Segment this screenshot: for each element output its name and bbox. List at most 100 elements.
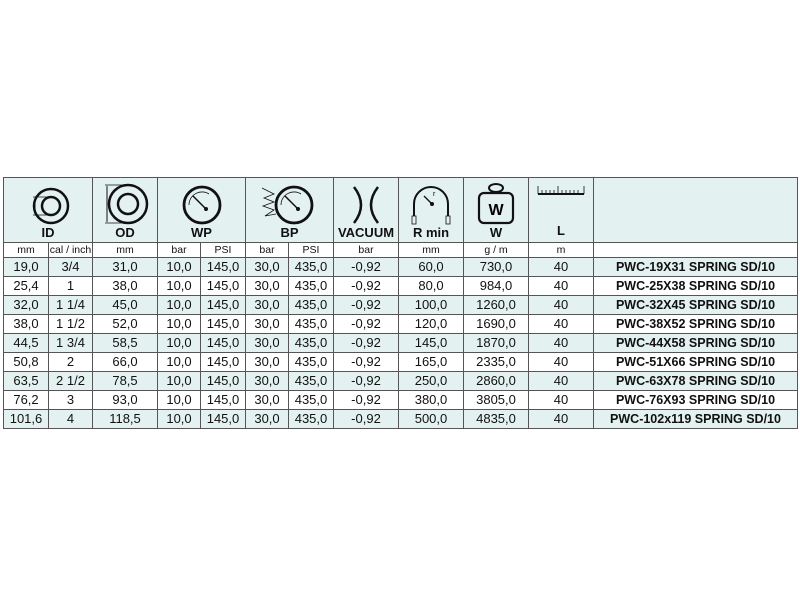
table-cell: 3805,0 [463, 390, 529, 410]
table-cell: 1 1/2 [48, 314, 93, 334]
header-vacuum-label: VACUUM [337, 225, 395, 240]
table-cell: 145,0 [200, 295, 246, 315]
table-cell: 250,0 [398, 371, 464, 391]
table-cell: 30,0 [245, 409, 289, 429]
unit-bp-bar: bar [245, 242, 289, 258]
table-row: 38,0 1 1/2 52,0 10,0 145,0 30,0 435,0 -0,92 120,… [3, 314, 798, 334]
table-cell: 1 3/4 [48, 333, 93, 353]
table-cell: 40 [528, 390, 594, 410]
table-cell: 500,0 [398, 409, 464, 429]
table-cell: 2 1/2 [48, 371, 93, 391]
ruler-icon [537, 186, 585, 195]
table-cell: 76,2 [3, 390, 49, 410]
unit-l: m [528, 242, 594, 258]
header-w: W W [463, 177, 529, 243]
table-cell: 1690,0 [463, 314, 529, 334]
header-od-label: OD [115, 225, 135, 240]
table-cell: 145,0 [200, 314, 246, 334]
table-cell: 4 [48, 409, 93, 429]
table-cell: -0,92 [333, 295, 399, 315]
table-cell: 145,0 [398, 333, 464, 353]
product-code-cell: PWC-102x119 SPRING SD/10 [593, 409, 798, 429]
table-row: 76,2 3 93,0 10,0 145,0 30,0 435,0 -0,92 380,0 380… [3, 390, 798, 410]
table-cell: 1260,0 [463, 295, 529, 315]
table-cell: 40 [528, 276, 594, 296]
header-bp-label: BP [280, 225, 299, 240]
table-cell: 730,0 [463, 257, 529, 277]
icon-header-row: ID OD WP BP VACUUM r R min W W L [3, 177, 798, 243]
header-bp: BP [245, 177, 334, 243]
table-cell: 44,5 [3, 333, 49, 353]
table-cell: 101,6 [3, 409, 49, 429]
table-cell: 52,0 [92, 314, 158, 334]
vacuum-icon [352, 186, 380, 224]
table-cell: 58,5 [92, 333, 158, 353]
header-wp-label: WP [191, 225, 212, 240]
table-cell: -0,92 [333, 390, 399, 410]
product-code-cell: PWC-44X58 SPRING SD/10 [593, 333, 798, 353]
table-cell: 10,0 [157, 390, 201, 410]
unit-id-inch: cal / inch [48, 242, 93, 258]
table-row: 19,0 3/4 31,0 10,0 145,0 30,0 435,0 -0,92 60,0 73… [3, 257, 798, 277]
table-cell: 165,0 [398, 352, 464, 372]
header-l: L [528, 177, 594, 243]
table-cell: 10,0 [157, 352, 201, 372]
table-row: 32,0 1 1/4 45,0 10,0 145,0 30,0 435,0 -0,92 100,… [3, 295, 798, 315]
table-row: 25,4 1 38,0 10,0 145,0 30,0 435,0 -0,92 80,0 984,… [3, 276, 798, 296]
header-l-label: L [557, 223, 565, 238]
outer-diameter-icon [105, 183, 149, 225]
table-cell: 30,0 [245, 333, 289, 353]
unit-wp-bar: bar [157, 242, 201, 258]
table-cell: 145,0 [200, 390, 246, 410]
table-cell: 10,0 [157, 314, 201, 334]
product-code-cell: PWC-25X38 SPRING SD/10 [593, 276, 798, 296]
header-od: OD [92, 177, 158, 243]
table-cell: 10,0 [157, 371, 201, 391]
table-cell: 435,0 [288, 257, 334, 277]
table-cell: 10,0 [157, 276, 201, 296]
table-cell: 145,0 [200, 333, 246, 353]
table-cell: -0,92 [333, 409, 399, 429]
table-cell: -0,92 [333, 314, 399, 334]
table-row: 50,8 2 66,0 10,0 145,0 30,0 435,0 -0,92 165,0 233… [3, 352, 798, 372]
unit-rmin: mm [398, 242, 464, 258]
table-cell: 435,0 [288, 371, 334, 391]
table-cell: 30,0 [245, 390, 289, 410]
unit-id-mm: mm [3, 242, 49, 258]
header-w-label: W [489, 225, 503, 240]
header-rmin: r R min [398, 177, 464, 243]
table-cell: 30,0 [245, 371, 289, 391]
table-cell: 32,0 [3, 295, 49, 315]
table-cell: 100,0 [398, 295, 464, 315]
table-cell: 40 [528, 352, 594, 372]
table-cell: 80,0 [398, 276, 464, 296]
table-cell: 2 [48, 352, 93, 372]
product-code-cell: PWC-32X45 SPRING SD/10 [593, 295, 798, 315]
table-row: 63,5 2 1/2 78,5 10,0 145,0 30,0 435,0 -0,92 250,… [3, 371, 798, 391]
table-cell: 78,5 [92, 371, 158, 391]
table-cell: 2860,0 [463, 371, 529, 391]
table-cell: -0,92 [333, 371, 399, 391]
table-cell: 40 [528, 257, 594, 277]
table-cell: 1 [48, 276, 93, 296]
product-code-cell: PWC-38X52 SPRING SD/10 [593, 314, 798, 334]
unit-w: g / m [463, 242, 529, 258]
unit-bp-psi: PSI [288, 242, 334, 258]
table-cell: 4835,0 [463, 409, 529, 429]
table-cell: 145,0 [200, 276, 246, 296]
table-cell: 435,0 [288, 295, 334, 315]
product-code-cell: PWC-19X31 SPRING SD/10 [593, 257, 798, 277]
units-row: mm cal / inch mm bar PSI bar PSI bar mm … [3, 242, 798, 258]
table-cell: 10,0 [157, 295, 201, 315]
header-id: ID [3, 177, 93, 243]
table-cell: 38,0 [3, 314, 49, 334]
table-cell: 435,0 [288, 352, 334, 372]
table-cell: 10,0 [157, 333, 201, 353]
pressure-gauge-icon [182, 185, 221, 225]
table-cell: 145,0 [200, 257, 246, 277]
table-cell: 435,0 [288, 276, 334, 296]
table-cell: 145,0 [200, 371, 246, 391]
table-cell: 1870,0 [463, 333, 529, 353]
table-cell: 145,0 [200, 352, 246, 372]
product-code-cell: PWC-76X93 SPRING SD/10 [593, 390, 798, 410]
